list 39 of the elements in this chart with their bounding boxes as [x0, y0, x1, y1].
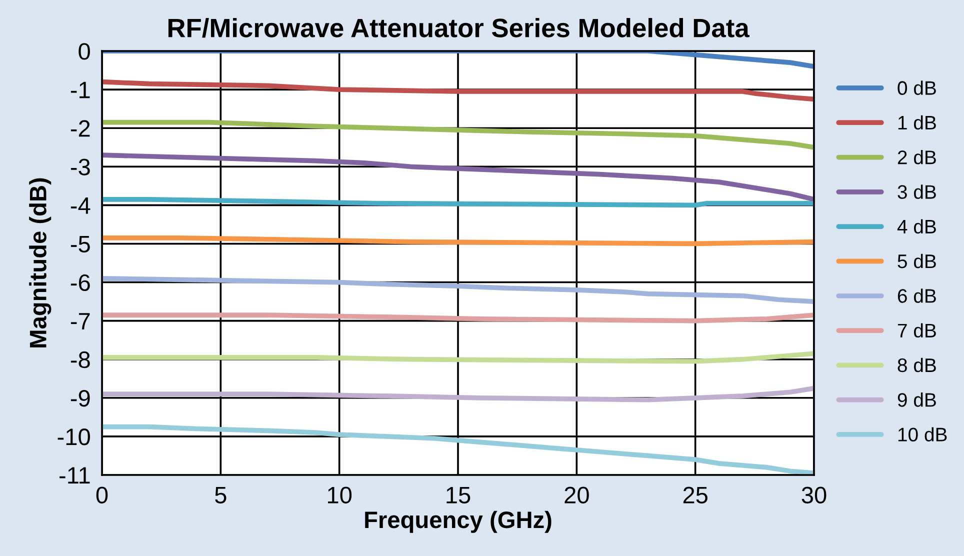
y-tick-label: -1 — [70, 82, 90, 98]
x-tick-label: 15 — [446, 486, 470, 504]
y-tick-label: -10 — [58, 428, 90, 446]
y-tick-label: -6 — [70, 274, 90, 292]
chart-title: RF/Microwave Attenuator Series Modeled Data — [168, 18, 750, 38]
y-tick-label: -9 — [70, 390, 90, 407]
y-tick-label: 0 — [78, 43, 90, 60]
line-series — [102, 152, 814, 202]
y-tick-label: -7 — [70, 313, 90, 330]
legend-label: 4 dB — [897, 219, 936, 234]
legend-label: 7 dB — [898, 323, 936, 338]
legend-label: 0 dB — [898, 80, 936, 95]
line-series — [102, 120, 814, 150]
y-tick-label: -4 — [70, 197, 90, 214]
y-tick-label: -3 — [70, 158, 90, 176]
y-tick-label: -11 — [60, 467, 90, 484]
legend-label: 3 dB — [898, 184, 936, 199]
legend-label: 6 dB — [898, 288, 936, 303]
y-tick-label: -2 — [70, 120, 90, 137]
x-tick-label: 30 — [802, 486, 826, 504]
legend-label: 9 dB — [898, 392, 936, 407]
legend-label: 2 dB — [898, 150, 936, 164]
legend-label: 10 dB — [898, 427, 947, 442]
x-tick-label: 5 — [215, 486, 226, 504]
x-tick-label: 25 — [683, 486, 708, 504]
line-series — [102, 351, 814, 364]
x-tick-label: 10 — [328, 486, 352, 504]
line-series — [102, 386, 814, 402]
y-tick-label: -5 — [70, 236, 90, 253]
x-tick-label: 20 — [564, 486, 589, 504]
y-tick-label: -8 — [70, 351, 90, 368]
line-series — [102, 276, 814, 304]
legend-label: 5 dB — [898, 254, 936, 268]
x-tick-label: 0 — [96, 486, 108, 504]
legend-label: 8 dB — [898, 358, 936, 372]
y-axis-title: Magnitude (dB) — [29, 178, 52, 348]
legend-label: 1 dB — [898, 115, 936, 130]
x-axis-title: Frequency (GHz) — [365, 510, 552, 533]
line-series — [102, 79, 814, 102]
